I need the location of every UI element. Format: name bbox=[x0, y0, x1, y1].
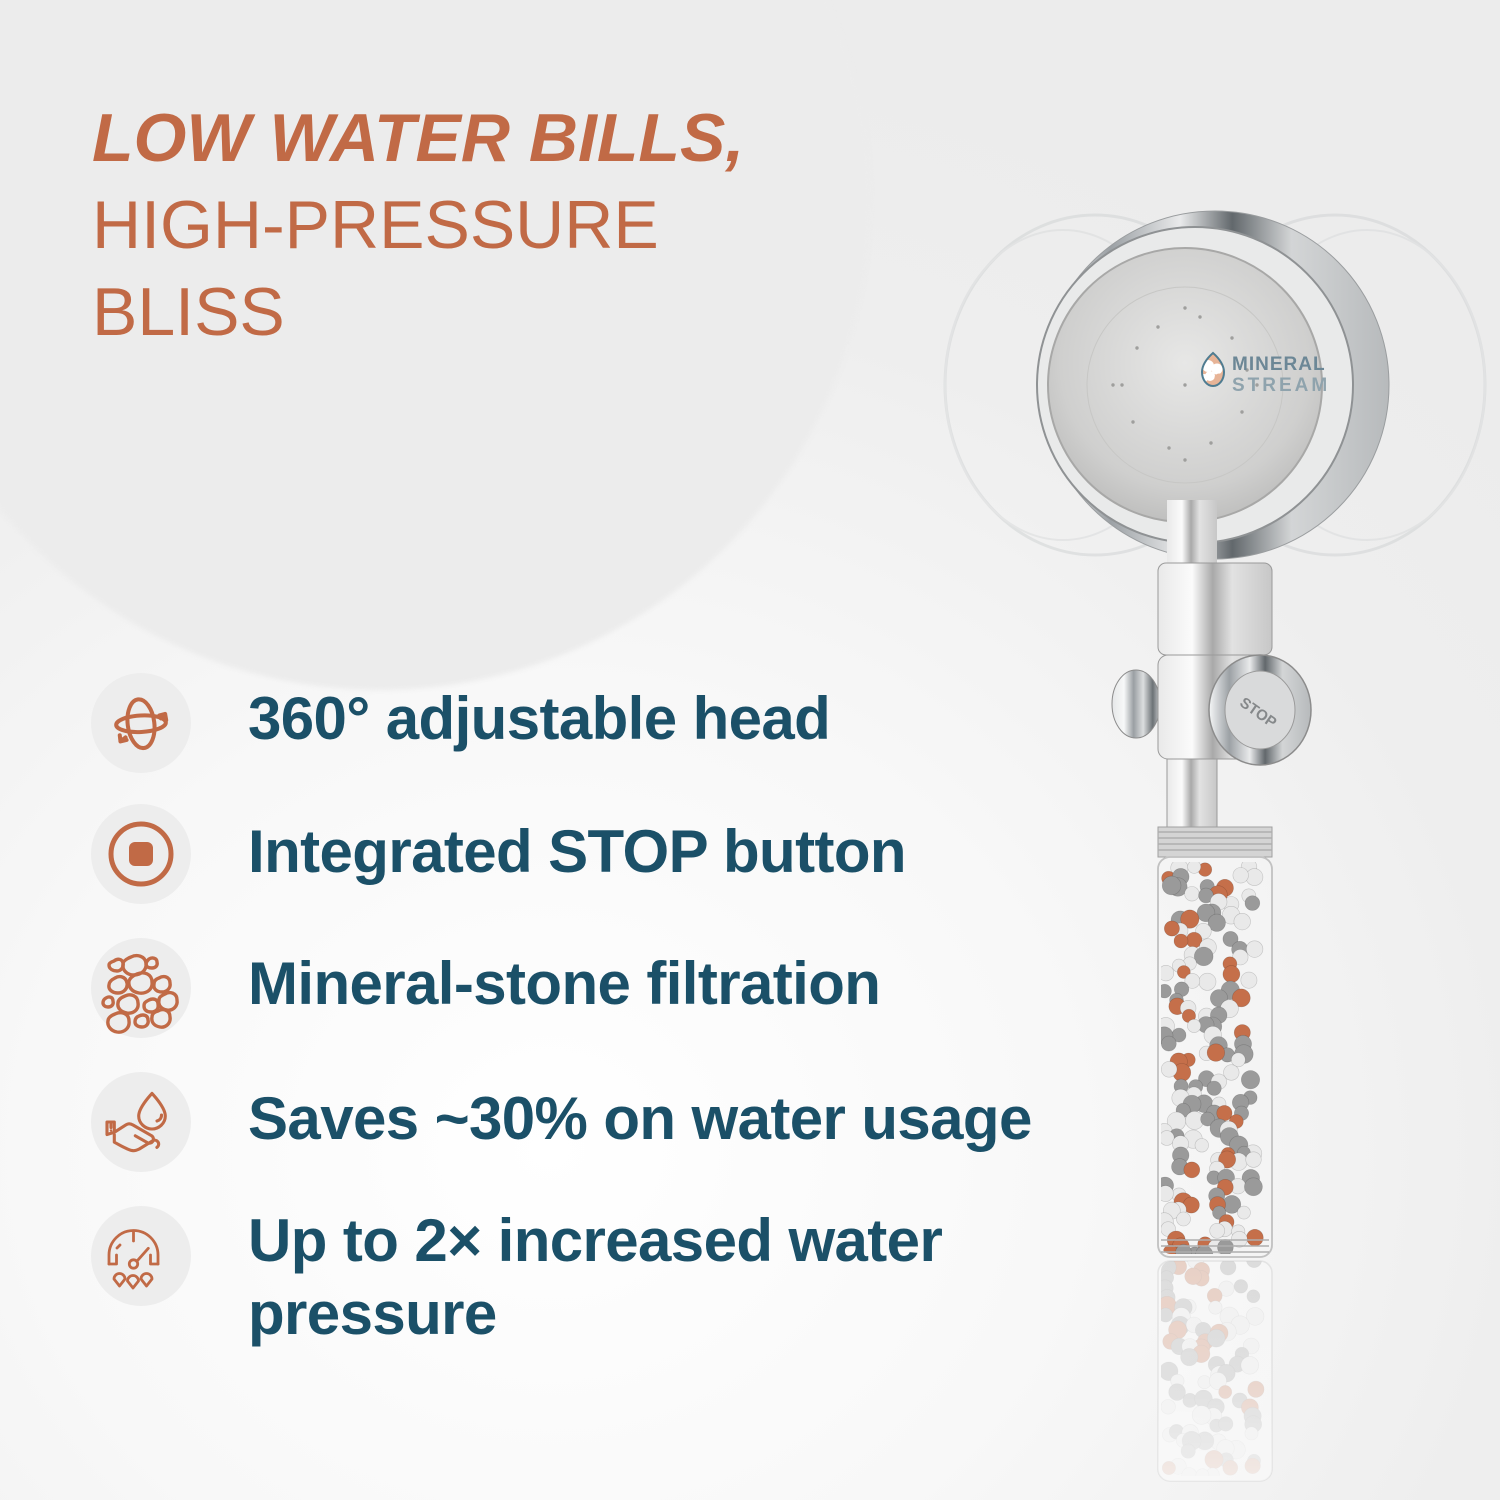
svg-text:MINERAL: MINERAL bbox=[1232, 354, 1326, 375]
svg-text:STREAM: STREAM bbox=[1232, 375, 1330, 396]
